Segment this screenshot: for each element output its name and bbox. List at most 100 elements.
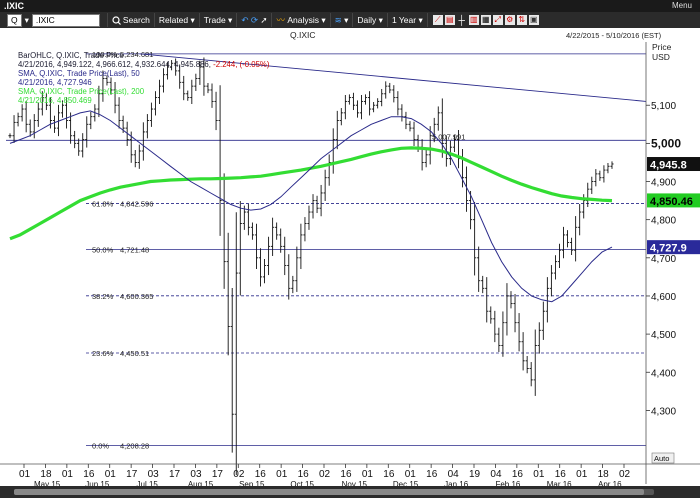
ohlc-bar[interactable] [234,212,238,476]
ohlc-bar[interactable] [202,57,206,96]
related-button[interactable]: Related ▾ [155,13,200,27]
ohlc-bar[interactable] [242,205,246,230]
ohlc-bar[interactable] [525,356,529,374]
ohlc-bar[interactable] [137,144,141,169]
ohlc-bar[interactable] [424,150,428,168]
ohlc-bar[interactable] [32,114,36,139]
ohlc-bar[interactable] [262,259,267,284]
crosshair-icon[interactable]: ┼ [458,15,465,25]
ohlc-bar[interactable] [351,92,356,111]
ohlc-bar[interactable] [218,85,222,236]
ohlc-bar[interactable] [279,228,283,253]
ohlc-bar[interactable] [250,222,255,240]
symbol-prefix-input[interactable]: Q [7,13,22,27]
ohlc-bar[interactable] [606,163,610,174]
ohlc-bar[interactable] [497,327,501,352]
ohlc-bar[interactable] [210,83,214,108]
ohlc-bar[interactable] [569,237,574,255]
ohlc-bar[interactable] [258,248,263,287]
ohlc-bar[interactable] [590,176,594,194]
ohlc-bar[interactable] [513,293,517,333]
ohlc-bar[interactable] [117,97,121,129]
ohlc-bar[interactable] [299,223,303,270]
range-select[interactable]: 1 Year ▾ [388,13,428,27]
ohlc-bar[interactable] [141,122,145,161]
ohlc-bar[interactable] [521,332,525,371]
screen-icon[interactable]: ▣ [528,15,539,25]
ohlc-bar[interactable] [20,104,24,122]
ohlc-bar[interactable] [194,73,198,91]
ohlc-bar[interactable] [145,114,149,139]
ohlc-bar[interactable] [295,246,299,292]
ohlc-bar[interactable] [85,116,89,148]
ohlc-bar[interactable] [12,115,16,143]
refresh-icon[interactable]: ⟳ [250,14,258,25]
bar-chart-icon[interactable]: ▤ [444,15,455,25]
ohlc-bar[interactable] [81,133,85,158]
sma-50-line[interactable] [9,110,613,303]
ohlc-bar[interactable] [610,161,614,169]
ohlc-bar[interactable] [170,60,174,71]
ohlc-bar[interactable] [505,283,509,336]
chart-area[interactable]: 100.0% 5,234.681 61.8% 4,842.596 50.0% 4,721.… [0,28,700,489]
ohlc-bar[interactable] [372,102,376,113]
ohlc-bar[interactable] [388,82,392,94]
ohlc-bar[interactable] [565,230,570,248]
trade-button[interactable]: Trade ▾ [200,13,238,27]
ohlc-bar[interactable] [428,126,432,165]
ohlc-bar[interactable] [105,75,109,86]
grid-icon[interactable]: ▦ [480,15,491,25]
zoom-icon[interactable]: ⤢ [492,15,503,25]
ohlc-bar[interactable] [477,246,481,292]
ohlc-bar[interactable] [214,91,218,131]
ohlc-bar[interactable] [392,85,396,103]
ohlc-bar[interactable] [28,119,32,137]
ohlc-bar[interactable] [206,82,210,94]
trendline[interactable] [139,53,647,102]
ohlc-bar[interactable] [182,75,186,101]
ohlc-bar[interactable] [493,310,497,343]
ohlc-bar[interactable] [347,94,351,105]
ohlc-bar[interactable] [335,110,339,150]
ohlc-bar[interactable] [501,311,505,357]
ohlc-bar[interactable] [24,101,28,133]
ohlc-bar[interactable] [198,60,202,85]
ohlc-bar[interactable] [190,79,194,105]
ohlc-bar[interactable] [44,92,48,111]
ohlc-bar[interactable] [561,226,566,259]
ohlc-bar[interactable] [452,134,457,152]
ohlc-bar[interactable] [545,277,549,323]
ohlc-bar[interactable] [133,150,137,168]
ohlc-bar[interactable] [557,243,562,269]
ohlc-bar[interactable] [602,165,606,183]
price-chart[interactable]: 100.0% 5,234.681 61.8% 4,842.596 50.0% 4,721.… [0,28,700,489]
ohlc-bar[interactable] [327,154,331,186]
ohlc-bar[interactable] [553,255,558,280]
ohlc-bar[interactable] [157,79,162,105]
ohlc-bar[interactable] [598,170,602,181]
ohlc-bar[interactable] [343,94,347,120]
ohlc-bar[interactable] [578,204,582,236]
ohlc-bar[interactable] [73,130,77,149]
ohlc-bar[interactable] [113,81,117,114]
analysis-button[interactable]: 〰 Analysis ▾ [272,13,331,27]
ohlc-bar[interactable] [481,275,485,294]
ohlc-bar[interactable] [315,195,319,214]
ohlc-bar[interactable] [303,217,307,242]
ohlc-bar[interactable] [323,169,327,201]
ohlc-bar[interactable] [149,102,154,127]
ohlc-bar[interactable] [8,133,12,139]
menu-button[interactable]: Menu [671,1,692,10]
ohlc-bar[interactable] [339,108,343,126]
ohlc-bar[interactable] [48,97,53,129]
ohlc-bar[interactable] [541,301,545,340]
ohlc-bar[interactable] [153,91,158,116]
ohlc-bar[interactable] [574,216,578,262]
ohlc-bar[interactable] [287,254,291,300]
ohlc-bar[interactable] [238,201,242,296]
compare-icon[interactable]: ⇅ [516,15,527,25]
ohlc-bar[interactable] [384,81,388,99]
ohlc-bar[interactable] [489,306,493,324]
undo-icon[interactable]: ↶ [241,14,249,25]
scrollbar[interactable] [0,486,700,498]
